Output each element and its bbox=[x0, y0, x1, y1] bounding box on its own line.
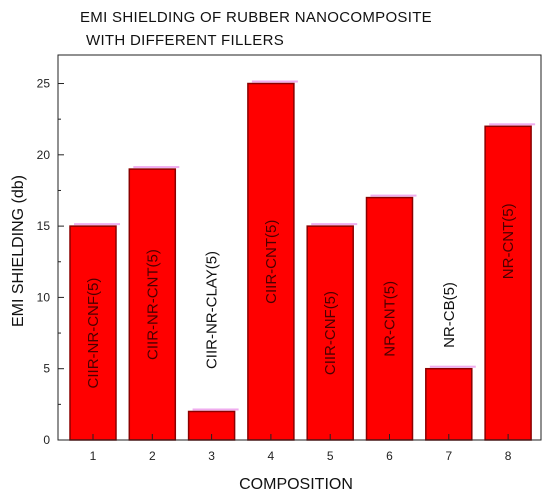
x-tick-label-3: 3 bbox=[208, 449, 215, 463]
bar-shadow-8 bbox=[489, 123, 536, 126]
bar-shadow-4 bbox=[251, 80, 298, 83]
bar-label-4: CIIR-CNT(5) bbox=[263, 220, 280, 304]
y-tick-label-20: 20 bbox=[37, 148, 51, 162]
x-axis-label: COMPOSITION bbox=[239, 476, 353, 493]
bar-label-5: CIIR-CNF(5) bbox=[322, 291, 339, 375]
x-tick-label-5: 5 bbox=[327, 449, 334, 463]
bar-label-7: NR-CB(5) bbox=[441, 282, 458, 348]
bar-6 bbox=[365, 196, 414, 441]
bar-shadow-1 bbox=[74, 223, 120, 226]
y-tick-label-0: 0 bbox=[43, 433, 50, 447]
chart-title-line-1: EMI SHIELDING OF RUBBER NANOCOMPOSITE bbox=[80, 9, 432, 26]
bar-7 bbox=[425, 367, 473, 441]
bar-8 bbox=[484, 125, 532, 441]
chart-title-line-2: WITH DIFFERENT FILLERS bbox=[86, 32, 284, 49]
x-tick-label-1: 1 bbox=[90, 449, 97, 463]
bar-label-1: CIIR-NR-CNF(5) bbox=[85, 278, 102, 389]
bar-shadow-3 bbox=[192, 408, 239, 411]
x-tick-label-7: 7 bbox=[445, 449, 452, 463]
x-tick-label-4: 4 bbox=[268, 449, 275, 463]
x-tick-label-2: 2 bbox=[149, 449, 156, 463]
plot-frame bbox=[57, 54, 542, 441]
bar-4 bbox=[247, 82, 295, 441]
bar-label-8: NR-CNT(5) bbox=[500, 203, 517, 279]
plot-area: 0 5 10 15 20 25 1 2 3 4 5 6 7 8 CIIR-NR-CNF(5) CIIR-NR-… bbox=[37, 54, 542, 463]
bar-label-3: CIIR-NR-CLAY(5) bbox=[204, 251, 221, 369]
bar-shadow-5 bbox=[311, 223, 358, 226]
y-tick-label-5: 5 bbox=[43, 362, 50, 376]
bar-2 bbox=[128, 168, 177, 441]
bar-shadow-6 bbox=[370, 194, 417, 197]
y-axis-label: EMI SHIELDING (db) bbox=[10, 175, 27, 327]
y-tick-label-15: 15 bbox=[37, 219, 51, 233]
bar-shadow-7 bbox=[429, 365, 476, 368]
y-tick-label-10: 10 bbox=[37, 290, 51, 304]
bar-shadow-2 bbox=[133, 166, 180, 169]
bar-label-2: CIIR-NR-CNT(5) bbox=[144, 249, 161, 360]
y-tick-label-25: 25 bbox=[37, 77, 51, 91]
bar-label-6: NR-CNT(5) bbox=[382, 281, 399, 357]
bar-1 bbox=[69, 225, 117, 441]
x-tick-label-8: 8 bbox=[505, 449, 512, 463]
x-tick-label-6: 6 bbox=[386, 449, 393, 463]
